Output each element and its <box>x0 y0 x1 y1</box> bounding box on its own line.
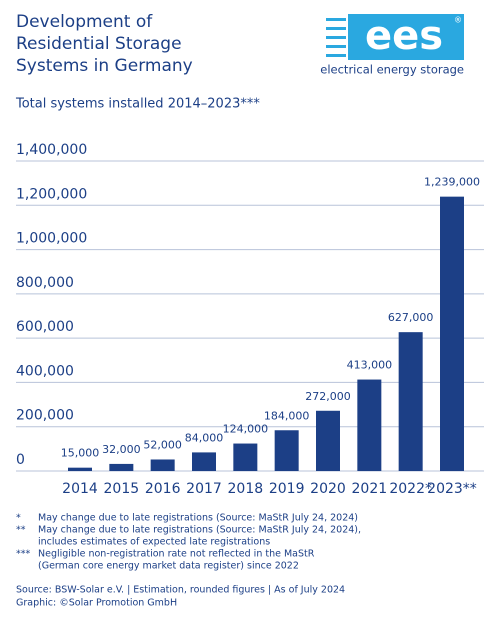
value-label: 272,000 <box>305 390 351 403</box>
chart-subtitle: Total systems installed 2014–2023*** <box>15 97 260 112</box>
value-label: 52,000 <box>143 438 182 451</box>
x-tick-label: 2021 <box>352 481 388 497</box>
footnote-text: includes estimates of expected late regi… <box>38 537 270 548</box>
footnote-text: May change due to late registrations (So… <box>38 513 358 524</box>
x-tick-label: 2016 <box>145 481 181 497</box>
logo: ees ® electrical energy storage <box>320 13 464 77</box>
y-tick-label: 0 <box>16 452 25 468</box>
footnote-text: Negligible non-registration rate not ref… <box>38 549 315 560</box>
bar <box>440 196 464 471</box>
chart-title: Residential Storage <box>16 34 182 54</box>
x-tick-label: 2020 <box>310 481 346 497</box>
value-label: 627,000 <box>388 311 434 324</box>
bar <box>233 443 258 471</box>
value-label: 15,000 <box>61 447 100 460</box>
bar <box>150 459 175 471</box>
y-tick-label: 1,400,000 <box>16 142 87 158</box>
footnote-marker: * <box>16 513 21 524</box>
y-tick-label: 200,000 <box>16 408 74 424</box>
x-tick-label: 2018 <box>228 481 264 497</box>
x-tick-label: 2023** <box>427 481 477 497</box>
footnote-marker: ** <box>16 525 26 536</box>
logo-text: ees <box>365 13 443 59</box>
y-tick-label: 1,200,000 <box>16 186 87 202</box>
bar <box>274 430 299 471</box>
value-label: 413,000 <box>347 359 393 372</box>
bar <box>398 332 423 471</box>
y-tick-label: 1,000,000 <box>16 231 87 247</box>
x-tick-label: 2015 <box>104 481 140 497</box>
chart-title: Development of <box>16 12 153 32</box>
bar <box>109 463 134 471</box>
y-tick-label: 600,000 <box>16 319 74 335</box>
x-tick-label: 2017 <box>186 481 222 497</box>
bar <box>316 410 340 471</box>
value-label: 84,000 <box>185 431 224 444</box>
x-tick-label: 2014 <box>62 481 98 497</box>
footnote-marker: *** <box>16 549 31 560</box>
footnote-text: May change due to late registrations (So… <box>38 525 361 536</box>
value-label: 124,000 <box>223 423 269 436</box>
y-tick-label: 400,000 <box>16 363 74 379</box>
x-tick-label: 2022* <box>389 481 432 497</box>
chart-title: Systems in Germany <box>16 56 193 76</box>
bar <box>68 467 92 471</box>
value-label: 1,239,000 <box>424 176 480 189</box>
x-tick-label: 2019 <box>269 481 305 497</box>
footnote-text: (German core energy market data register… <box>38 561 299 572</box>
bar <box>357 379 382 471</box>
value-label: 32,000 <box>102 443 141 456</box>
value-label: 184,000 <box>264 409 310 422</box>
bar <box>192 452 216 471</box>
logo-mark: ® <box>454 16 462 25</box>
y-tick-label: 800,000 <box>16 275 74 291</box>
logo-tagline: electrical energy storage <box>320 63 464 77</box>
source-text: Graphic: ©Solar Promotion GmbH <box>16 598 177 609</box>
source-text: Source: BSW-Solar e.V. | Estimation, rou… <box>16 585 345 596</box>
